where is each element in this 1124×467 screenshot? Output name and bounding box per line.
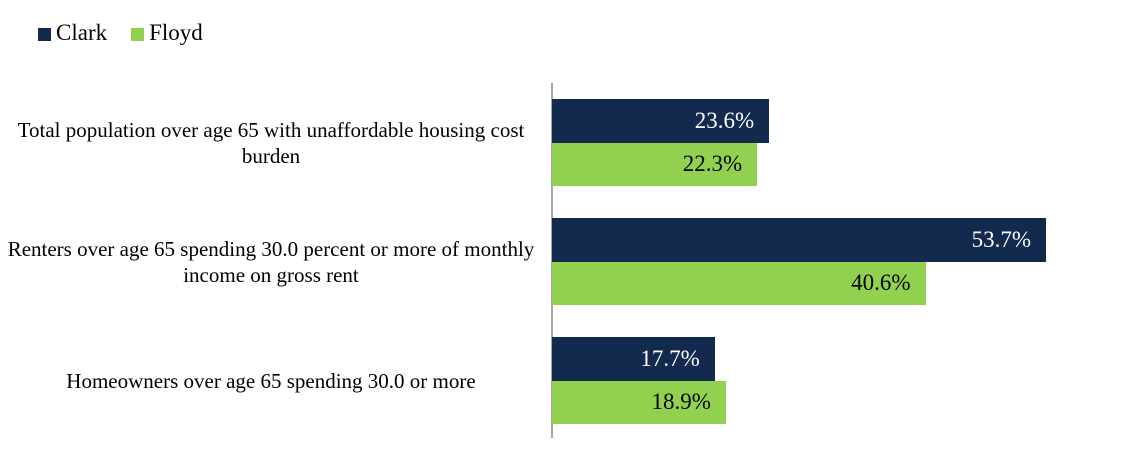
bar-group: Renters over age 65 spending 30.0 percen… <box>0 218 1124 305</box>
bar-value-label: 23.6% <box>694 107 755 133</box>
category-label: Renters over age 65 spending 30.0 percen… <box>7 236 535 287</box>
bar-floyd: 22.3% <box>552 142 758 186</box>
legend-item-floyd: Floyd <box>131 20 203 46</box>
bar-clark: 53.7% <box>552 218 1047 262</box>
bar-floyd: 40.6% <box>552 261 926 305</box>
legend-swatch-floyd <box>131 27 145 41</box>
bar-value-label: 40.6% <box>851 270 911 296</box>
bar-value-label: 53.7% <box>971 226 1032 252</box>
legend-item-clark: Clark <box>38 20 107 46</box>
bar-clark: 17.7% <box>552 337 715 381</box>
bar-value-label: 22.3% <box>682 151 743 177</box>
bar-floyd: 18.9% <box>552 380 726 424</box>
bar-group: Homeowners over age 65 spending 30.0 or … <box>0 337 1124 424</box>
legend-label-floyd: Floyd <box>149 20 203 45</box>
bar-value-label: 18.9% <box>651 389 711 415</box>
category-label: Total population over age 65 with unaffo… <box>17 117 525 168</box>
bar-clark: 23.6% <box>552 99 770 143</box>
bar-group: Total population over age 65 with unaffo… <box>0 99 1124 186</box>
legend: Clark Floyd <box>38 20 203 46</box>
bar-value-label: 17.7% <box>640 345 700 371</box>
legend-swatch-clark <box>38 27 51 41</box>
legend-label-clark: Clark <box>56 20 108 45</box>
category-label: Homeowners over age 65 spending 30.0 or … <box>66 368 476 393</box>
